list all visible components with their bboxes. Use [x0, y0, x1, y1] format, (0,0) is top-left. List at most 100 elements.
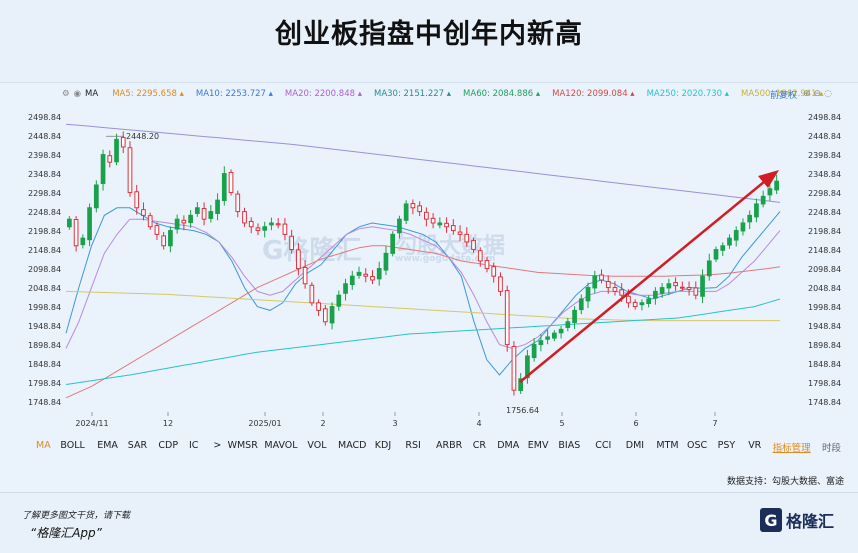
indicator-tab[interactable]: VOL: [307, 440, 327, 451]
ma-legend-item: MA60: 2084.886 ▴: [463, 89, 541, 99]
ma-line: [65, 290, 780, 322]
y-tick-label-left: 2198.84: [28, 227, 61, 236]
ma-legend-item: MA120: 2099.084 ▴: [552, 89, 635, 99]
candle-body: [336, 294, 342, 307]
candle-body: [518, 378, 524, 392]
y-tick-label-left: 2398.84: [28, 151, 61, 160]
candle-body: [100, 154, 106, 184]
candle-body: [565, 321, 571, 328]
indicator-tab[interactable]: >: [213, 440, 222, 451]
candle-body: [659, 287, 665, 294]
x-tick-label: 12: [163, 419, 173, 428]
indicator-tab[interactable]: BOLL: [60, 440, 85, 451]
indicator-tab[interactable]: ARBR: [436, 440, 463, 451]
candle-body: [390, 233, 396, 254]
candle-body: [760, 195, 766, 205]
candle-body: [525, 355, 530, 379]
y-tick-label-right: 2498.84: [808, 113, 841, 122]
indicator-tab[interactable]: SAR: [127, 440, 148, 451]
candle-body: [457, 231, 463, 235]
ma-line: [65, 218, 781, 349]
indicator-tab[interactable]: RSI: [405, 440, 421, 451]
candle-body: [147, 215, 153, 228]
candle-body: [316, 302, 321, 311]
indicator-name[interactable]: MA: [85, 89, 99, 99]
candle-body: [666, 283, 672, 289]
candle-body: [181, 219, 187, 224]
indicator-tab[interactable]: IC: [189, 440, 199, 451]
indicator-tab[interactable]: BIAS: [558, 440, 581, 451]
y-tick-label-right: 2398.84: [808, 151, 841, 160]
adjust-button[interactable]: 前复权: [770, 90, 798, 101]
y-tick-label-right: 1798.84: [808, 379, 841, 388]
candle-body: [538, 340, 544, 346]
y-tick-label-left: 2098.84: [28, 265, 61, 274]
reset-icon[interactable]: ◌: [824, 89, 832, 99]
candle-body: [67, 218, 72, 228]
candle-body: [80, 237, 86, 246]
eye-icon[interactable]: ◉: [73, 89, 82, 99]
indicator-tab[interactable]: CCI: [595, 440, 612, 451]
x-tick-label: 6: [633, 419, 638, 428]
logo-icon: G: [760, 508, 782, 532]
candle-body: [194, 207, 200, 214]
candle-body: [679, 286, 685, 289]
candle-body: [161, 235, 167, 247]
candle-body: [302, 266, 308, 285]
y-tick-label-right: 2448.84: [808, 132, 841, 141]
candle-body: [235, 193, 241, 213]
candle-body: [87, 207, 92, 241]
timeshare-label[interactable]: 时段: [822, 443, 842, 454]
candle-body: [228, 171, 234, 194]
candle-body: [626, 295, 631, 304]
candle-body: [740, 222, 746, 232]
ma-line: [65, 207, 781, 376]
x-tick-label: 4: [476, 419, 481, 428]
ma-legend-item: MA500: 1962.941 ▴: [741, 89, 824, 99]
candle-body: [349, 275, 355, 286]
candle-body: [356, 271, 362, 276]
candle-body: [471, 239, 476, 251]
candle-body: [572, 309, 577, 324]
candlestick-chart: 2498.84 2498.84 2448.84 2448.84 2398.84 2398.…: [28, 113, 841, 428]
y-tick-label-right: 1898.84: [808, 341, 841, 350]
y-tick-label-left: 2298.84: [28, 189, 61, 198]
candle-body: [774, 180, 779, 191]
indicator-tab[interactable]: MTM: [656, 440, 679, 451]
candle-body: [383, 252, 389, 271]
x-tick-label: 2024/11: [75, 419, 108, 428]
candle-body: [511, 345, 517, 391]
zoom-in-icon[interactable]: ⊕: [803, 89, 811, 99]
indicator-tab[interactable]: WMSR: [227, 440, 258, 451]
ma-legend-item: MA10: 2253.727 ▴: [195, 89, 273, 99]
candle-body: [363, 273, 369, 277]
indicator-tab[interactable]: KDJ: [374, 440, 392, 451]
indicator-tab[interactable]: EMA: [97, 440, 118, 451]
y-tick-label-right: 2298.84: [808, 189, 841, 198]
candle-body: [437, 222, 443, 226]
candle-body: [632, 301, 638, 308]
candle-body: [619, 289, 625, 296]
indicator-tab[interactable]: DMA: [497, 440, 520, 451]
indicator-tab[interactable]: CDP: [158, 440, 179, 451]
indicator-tab[interactable]: DMI: [625, 440, 645, 451]
indicator-tab[interactable]: MA: [36, 440, 51, 451]
candle-body: [531, 344, 537, 358]
indicator-tab[interactable]: EMV: [527, 440, 549, 451]
indicator-tab[interactable]: 指标管理: [772, 443, 811, 454]
candle-body: [551, 332, 557, 339]
indicator-tab[interactable]: CR: [472, 440, 487, 451]
ma-line: [65, 245, 781, 399]
indicator-tab[interactable]: OSC: [687, 440, 708, 451]
y-tick-label-right: 2148.84: [808, 246, 841, 255]
indicator-tab[interactable]: VR: [748, 440, 762, 451]
indicator-tab[interactable]: MAVOL: [264, 440, 298, 451]
y-tick-label-left: 2498.84: [28, 113, 61, 122]
zoom-out-icon[interactable]: ⊖: [813, 89, 822, 99]
gear-icon[interactable]: ⚙: [62, 89, 70, 99]
indicator-tab[interactable]: MACD: [338, 440, 367, 451]
y-tick-label-left: 2348.84: [28, 170, 61, 179]
indicator-tab[interactable]: PSY: [717, 440, 736, 451]
footer-line2: “格隆汇App”: [30, 526, 102, 540]
candle-body: [141, 209, 146, 216]
